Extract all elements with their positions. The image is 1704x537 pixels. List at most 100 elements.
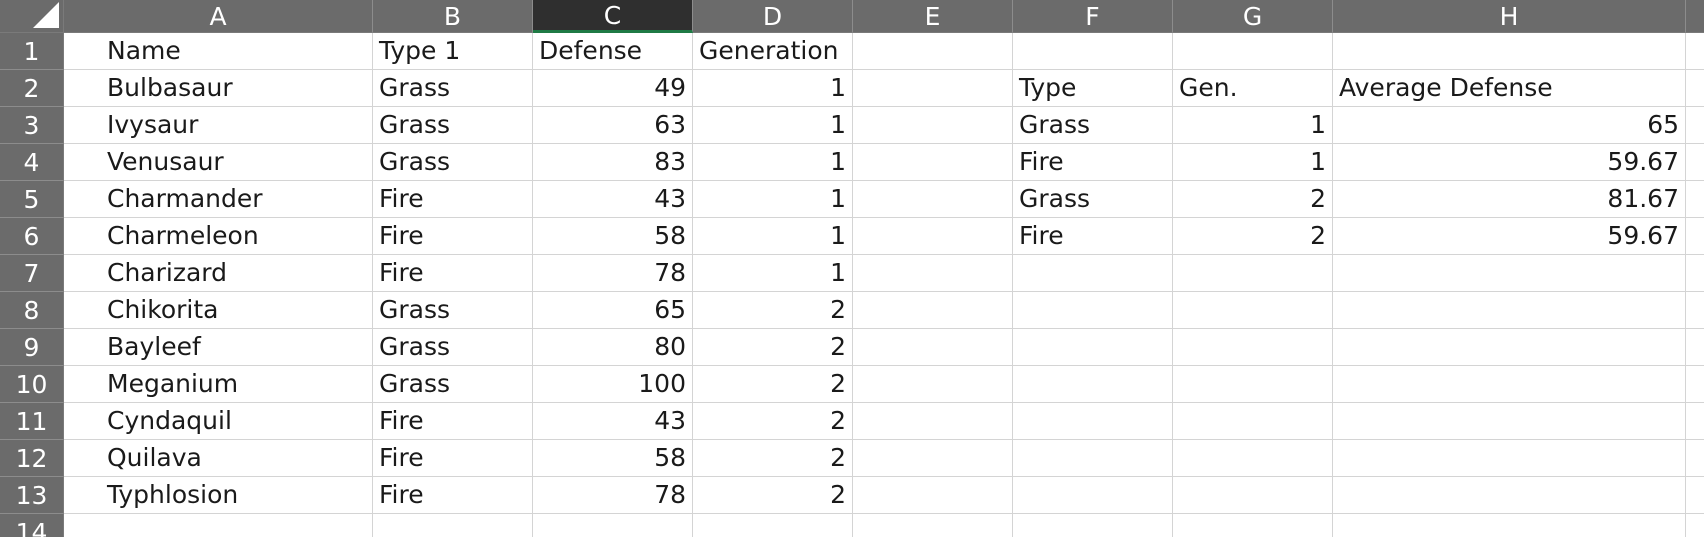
cell-f14[interactable] — [1013, 514, 1173, 537]
cell-h8[interactable] — [1333, 292, 1686, 329]
cell-a12[interactable]: Quilava — [64, 440, 373, 477]
cell-x2[interactable] — [1686, 70, 1704, 107]
cell-x7[interactable] — [1686, 255, 1704, 292]
cell-b14[interactable] — [373, 514, 533, 537]
cell-h11[interactable] — [1333, 403, 1686, 440]
cell-d7[interactable]: 1 — [693, 255, 853, 292]
column-header-d[interactable]: D — [693, 0, 853, 33]
row-header-2[interactable]: 2 — [0, 70, 64, 107]
cell-a13[interactable]: Typhlosion — [64, 477, 373, 514]
cell-a1[interactable]: Name — [64, 33, 373, 70]
row-header-4[interactable]: 4 — [0, 144, 64, 181]
cell-a4[interactable]: Venusaur — [64, 144, 373, 181]
cell-x6[interactable] — [1686, 218, 1704, 255]
cell-d4[interactable]: 1 — [693, 144, 853, 181]
cell-d6[interactable]: 1 — [693, 218, 853, 255]
cell-f6[interactable]: Fire — [1013, 218, 1173, 255]
cell-d12[interactable]: 2 — [693, 440, 853, 477]
cell-h3[interactable]: 65 — [1333, 107, 1686, 144]
row-header-10[interactable]: 10 — [0, 366, 64, 403]
cell-e14[interactable] — [853, 514, 1013, 537]
column-header-g[interactable]: G — [1173, 0, 1333, 33]
cell-h13[interactable] — [1333, 477, 1686, 514]
cell-e7[interactable] — [853, 255, 1013, 292]
cell-g7[interactable] — [1173, 255, 1333, 292]
cell-f4[interactable]: Fire — [1013, 144, 1173, 181]
cell-c14[interactable] — [533, 514, 693, 537]
cell-e13[interactable] — [853, 477, 1013, 514]
cell-c4[interactable]: 83 — [533, 144, 693, 181]
cell-a8[interactable]: Chikorita — [64, 292, 373, 329]
cell-e11[interactable] — [853, 403, 1013, 440]
cell-b5[interactable]: Fire — [373, 181, 533, 218]
cell-g13[interactable] — [1173, 477, 1333, 514]
cell-b7[interactable]: Fire — [373, 255, 533, 292]
row-header-9[interactable]: 9 — [0, 329, 64, 366]
cell-g12[interactable] — [1173, 440, 1333, 477]
cell-h14[interactable] — [1333, 514, 1686, 537]
cell-x10[interactable] — [1686, 366, 1704, 403]
cell-x4[interactable] — [1686, 144, 1704, 181]
cell-a10[interactable]: Meganium — [64, 366, 373, 403]
cell-c1[interactable]: Defense — [533, 33, 693, 70]
cell-g11[interactable] — [1173, 403, 1333, 440]
cell-a11[interactable]: Cyndaquil — [64, 403, 373, 440]
cell-e1[interactable] — [853, 33, 1013, 70]
cell-a9[interactable]: Bayleef — [64, 329, 373, 366]
cell-c9[interactable]: 80 — [533, 329, 693, 366]
cell-f5[interactable]: Grass — [1013, 181, 1173, 218]
cell-b10[interactable]: Grass — [373, 366, 533, 403]
cell-b9[interactable]: Grass — [373, 329, 533, 366]
cell-f1[interactable] — [1013, 33, 1173, 70]
cell-b8[interactable]: Grass — [373, 292, 533, 329]
cell-h2[interactable]: Average Defense — [1333, 70, 1686, 107]
row-header-12[interactable]: 12 — [0, 440, 64, 477]
cell-e6[interactable] — [853, 218, 1013, 255]
column-header-b[interactable]: B — [373, 0, 533, 33]
row-header-7[interactable]: 7 — [0, 255, 64, 292]
cell-b1[interactable]: Type 1 — [373, 33, 533, 70]
column-header-extra[interactable] — [1686, 0, 1704, 33]
cell-c5[interactable]: 43 — [533, 181, 693, 218]
cell-g3[interactable]: 1 — [1173, 107, 1333, 144]
cell-f11[interactable] — [1013, 403, 1173, 440]
cell-d9[interactable]: 2 — [693, 329, 853, 366]
cell-x8[interactable] — [1686, 292, 1704, 329]
cell-f2[interactable]: Type — [1013, 70, 1173, 107]
row-header-8[interactable]: 8 — [0, 292, 64, 329]
cell-x3[interactable] — [1686, 107, 1704, 144]
cell-a2[interactable]: Bulbasaur — [64, 70, 373, 107]
cell-f10[interactable] — [1013, 366, 1173, 403]
cell-e12[interactable] — [853, 440, 1013, 477]
cell-c12[interactable]: 58 — [533, 440, 693, 477]
column-header-a[interactable]: A — [64, 0, 373, 33]
cell-f8[interactable] — [1013, 292, 1173, 329]
column-header-c[interactable]: C — [533, 0, 693, 33]
cell-x1[interactable] — [1686, 33, 1704, 70]
row-header-5[interactable]: 5 — [0, 181, 64, 218]
cell-d3[interactable]: 1 — [693, 107, 853, 144]
cell-h9[interactable] — [1333, 329, 1686, 366]
cell-b2[interactable]: Grass — [373, 70, 533, 107]
row-header-1[interactable]: 1 — [0, 33, 64, 70]
cell-a3[interactable]: Ivysaur — [64, 107, 373, 144]
cell-a14[interactable] — [64, 514, 373, 537]
cell-e8[interactable] — [853, 292, 1013, 329]
cell-g1[interactable] — [1173, 33, 1333, 70]
cell-e10[interactable] — [853, 366, 1013, 403]
column-header-e[interactable]: E — [853, 0, 1013, 33]
cell-h1[interactable] — [1333, 33, 1686, 70]
cell-b4[interactable]: Grass — [373, 144, 533, 181]
cell-f12[interactable] — [1013, 440, 1173, 477]
cell-c7[interactable]: 78 — [533, 255, 693, 292]
cell-c11[interactable]: 43 — [533, 403, 693, 440]
cell-g2[interactable]: Gen. — [1173, 70, 1333, 107]
cell-d11[interactable]: 2 — [693, 403, 853, 440]
cell-f3[interactable]: Grass — [1013, 107, 1173, 144]
cell-b3[interactable]: Grass — [373, 107, 533, 144]
cell-a6[interactable]: Charmeleon — [64, 218, 373, 255]
cell-h6[interactable]: 59.67 — [1333, 218, 1686, 255]
cell-x5[interactable] — [1686, 181, 1704, 218]
row-header-6[interactable]: 6 — [0, 218, 64, 255]
cell-x11[interactable] — [1686, 403, 1704, 440]
